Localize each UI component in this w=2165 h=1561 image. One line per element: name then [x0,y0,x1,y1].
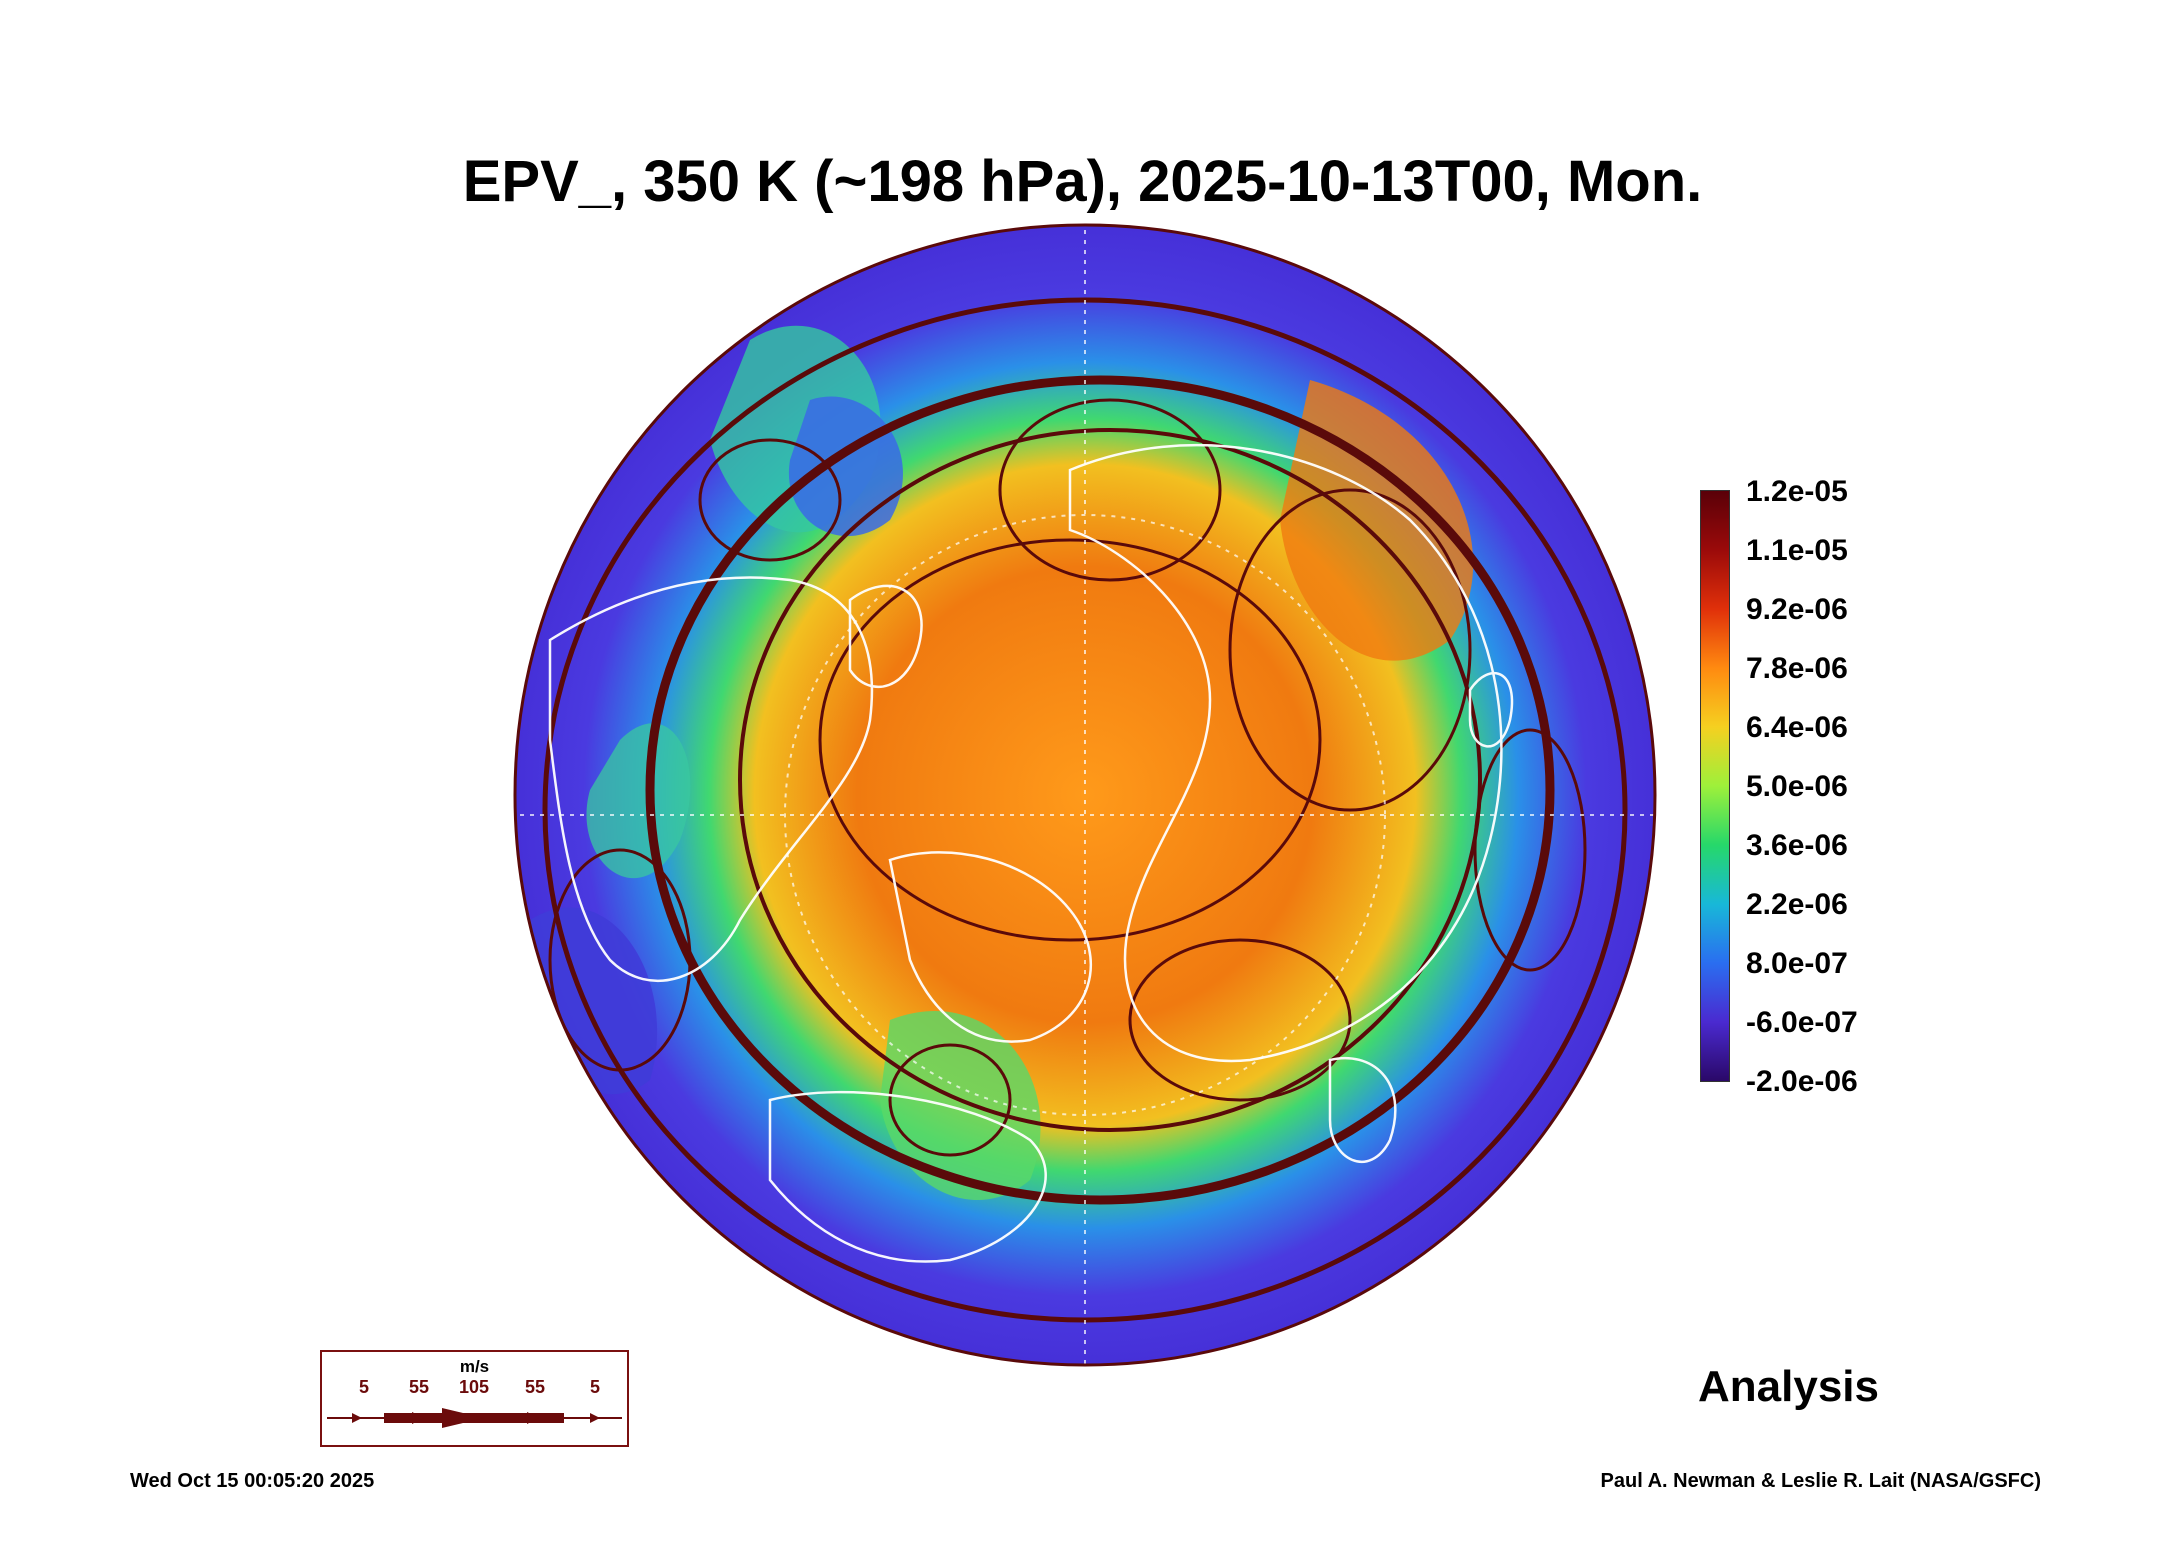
streamline [738,428,1482,1132]
wind-value: 105 [458,1377,490,1397]
colorbar-tick-label: 8.0e-07 [1746,947,1848,980]
coastline-europe [888,851,1093,1043]
streamline-vortex [1128,938,1352,1102]
colorbar-tick-label: -2.0e-06 [1746,1065,1858,1098]
streamline-vortex [548,848,692,1072]
green-lobe [880,1010,1041,1201]
timestamp: Wed Oct 15 00:05:20 2025 [130,1470,375,1492]
coastline-greenland [848,584,923,688]
wind-speed-legend: m/s 5 55 105 55 5 [320,1350,629,1447]
streamline [818,538,1322,942]
green-lobe [586,723,691,879]
credit: Paul A. Newman & Leslie R. Lait (NASA/GS… [1600,1470,2041,1492]
plot-title: EPV_, 350 K (~198 hPa), 2025-10-13T00, M… [462,149,1703,214]
map-border [513,223,1657,1367]
coastline-africa [768,1090,1047,1263]
streamline-vortex [1473,728,1587,972]
coastline-india [1328,1056,1397,1163]
colorbar-tick-label: 7.8e-06 [1746,652,1848,685]
latitude-circle [784,514,1386,1116]
colorbar-tick-label: 1.2e-05 [1746,475,1848,508]
colorbar-tick-label: 9.2e-06 [1746,593,1848,626]
wind-value: 5 [589,1377,601,1397]
streamline-vortex [888,1043,1012,1157]
wind-value: 5 [358,1377,370,1397]
colorbar-tick-label: 3.6e-06 [1746,829,1848,862]
wind-value: 55 [408,1377,430,1397]
polar-epv-map [513,223,1657,1367]
streamline-vortex [998,398,1222,582]
wind-unit-label: m/s [459,1357,490,1376]
orange-lobe [1280,380,1474,661]
colorbar-tick-label: -6.0e-07 [1746,1006,1858,1039]
colorbar [1700,490,1730,1082]
streamline-vortex [1228,488,1472,812]
colorbar-tick-label: 2.2e-06 [1746,888,1848,921]
analysis-label: Analysis [1698,1362,1879,1411]
colorbar-tick-label: 5.0e-06 [1746,770,1848,803]
wind-value: 55 [524,1377,546,1397]
coastline-north-america [548,576,874,983]
streamline-vortex [698,438,842,562]
coastline-japan [1468,671,1514,748]
colorbar-tick-label: 1.1e-05 [1746,534,1848,567]
colorbar-tick-label: 6.4e-06 [1746,711,1848,744]
streamline-jet [645,375,1555,1205]
coastline-asia [1068,443,1503,1063]
wind-arrow-scale [327,1408,622,1428]
